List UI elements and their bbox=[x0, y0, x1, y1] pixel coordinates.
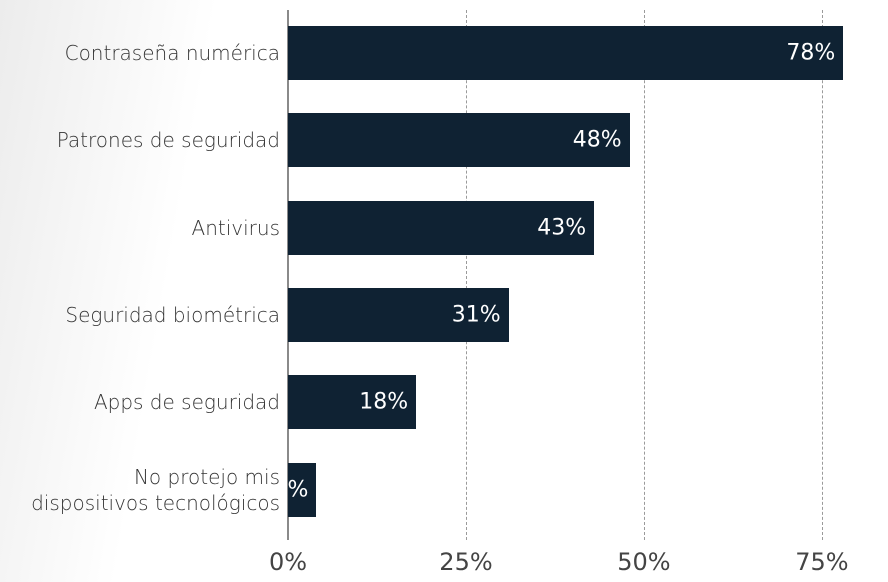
category-label: Contraseña numérica bbox=[64, 41, 280, 65]
bar bbox=[288, 462, 317, 517]
bar bbox=[288, 287, 509, 342]
value-label: 4% bbox=[273, 477, 309, 502]
bar bbox=[288, 26, 844, 80]
x-tick-label: 50% bbox=[617, 548, 671, 576]
value-label: 31% bbox=[451, 302, 501, 328]
value-label: 43% bbox=[537, 215, 587, 241]
category-label: Antivirus bbox=[191, 215, 280, 240]
grid-line bbox=[643, 10, 645, 540]
category-label: Apps de seguridad bbox=[93, 390, 280, 415]
grid-line bbox=[821, 10, 823, 540]
category-label: Patrones de seguridad bbox=[56, 128, 280, 153]
bar bbox=[288, 375, 417, 430]
value-label: 48% bbox=[572, 127, 622, 153]
bar bbox=[288, 200, 595, 255]
bar bbox=[288, 113, 630, 168]
x-tick-label: 0% bbox=[268, 548, 308, 576]
x-tick-label: 25% bbox=[439, 548, 493, 576]
x-tick-label: 75% bbox=[795, 548, 849, 576]
value-label: 18% bbox=[359, 389, 409, 415]
grid-line bbox=[465, 10, 467, 540]
category-label: No protejo mis dispositivos tecnológicos bbox=[31, 464, 280, 515]
category-label: Seguridad biométrica bbox=[65, 302, 280, 327]
value-label: 78% bbox=[786, 40, 836, 66]
y-axis-line bbox=[287, 10, 289, 540]
